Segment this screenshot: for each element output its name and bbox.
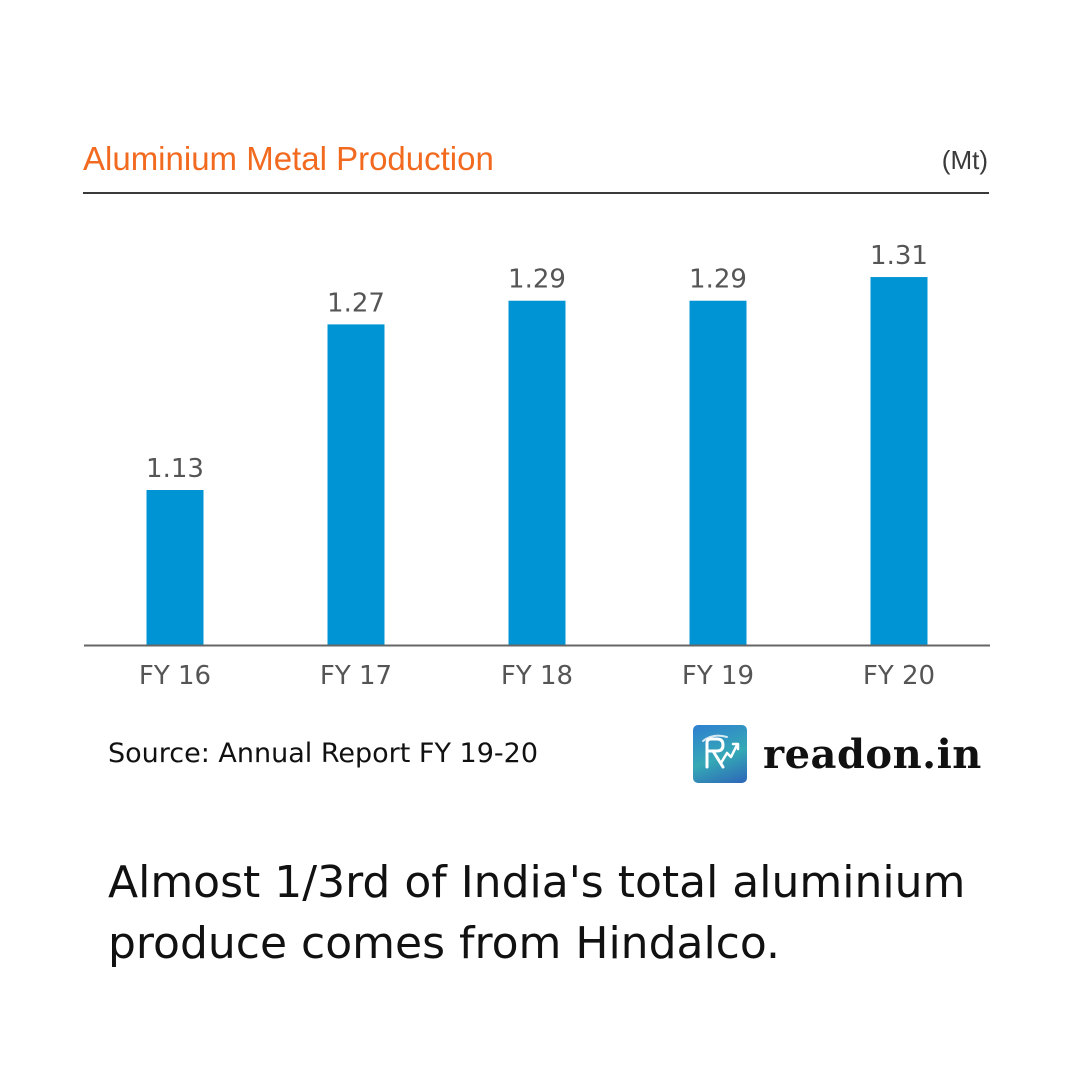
x-tick-label: FY 17 bbox=[320, 661, 392, 691]
bar-fy-18 bbox=[508, 300, 566, 645]
title-divider bbox=[83, 192, 989, 194]
caption: Almost 1/3rd of India's total aluminium … bbox=[108, 857, 966, 969]
x-tick-label: FY 19 bbox=[682, 661, 754, 691]
data-label: 1.29 bbox=[689, 265, 747, 295]
bar-chart: 1.13 FY 16 1.27 FY 17 1.29 FY 18 1.29 FY 19 1.31… bbox=[84, 241, 990, 691]
source-note: Source: Annual Report FY 19-20 bbox=[108, 738, 538, 769]
data-label: 1.27 bbox=[327, 288, 385, 318]
data-label: 1.31 bbox=[870, 241, 928, 271]
bar-fy-17 bbox=[327, 324, 385, 645]
x-tick-label: FY 20 bbox=[863, 661, 935, 691]
chart-unit: (Mt) bbox=[941, 145, 988, 175]
data-label: 1.13 bbox=[146, 454, 204, 484]
data-label: 1.29 bbox=[508, 265, 566, 295]
bar-fy-16 bbox=[146, 490, 204, 645]
bar-fy-19 bbox=[689, 300, 747, 645]
x-tick-label: FY 18 bbox=[501, 661, 573, 691]
x-tick-label: FY 16 bbox=[139, 661, 211, 691]
brand-name[interactable]: readon.in bbox=[763, 730, 982, 778]
chart-title: Aluminium Metal Production bbox=[83, 140, 494, 177]
readon-logo-icon bbox=[693, 725, 747, 783]
brand[interactable]: readon.in bbox=[693, 725, 982, 783]
bar-fy-20 bbox=[870, 277, 928, 645]
